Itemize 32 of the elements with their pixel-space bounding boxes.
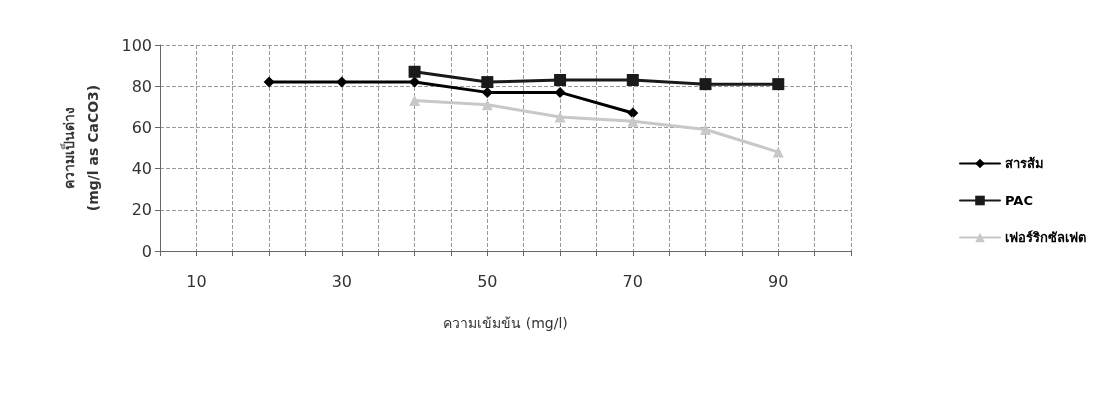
y-tick-label: 40	[131, 159, 152, 179]
y-tick-label: 80	[131, 76, 152, 96]
y-tick-label: 0	[141, 241, 152, 261]
point	[626, 74, 639, 87]
legend-label: เฟอร์ริกซัลเฟต	[1005, 230, 1086, 245]
legend-label: สารส้ม	[1005, 156, 1044, 171]
point	[627, 115, 639, 127]
y-tick-label: 60	[131, 117, 152, 137]
point	[627, 107, 639, 119]
y-axis-title: ความเป็นด่าง (mg/l as CaCO3)	[60, 84, 101, 212]
y-tick-label: 100	[121, 35, 152, 55]
x-tick-label: 10	[186, 271, 207, 291]
point	[263, 76, 275, 88]
point	[481, 76, 494, 89]
point	[772, 78, 785, 91]
x-tick-label: 90	[768, 271, 789, 291]
point	[336, 76, 348, 88]
legend-label: PAC	[1005, 193, 1033, 208]
x-tick-label: 30	[331, 271, 353, 291]
y-tick-label: 20	[131, 200, 152, 220]
point	[409, 76, 421, 88]
point	[409, 95, 421, 107]
point	[554, 74, 567, 87]
point	[772, 146, 784, 158]
x-tick-label: 70	[622, 271, 643, 291]
point	[481, 99, 493, 111]
x-tick-label: 50	[477, 271, 498, 291]
point	[700, 123, 712, 135]
x-axis-title: ความเข้มข้น (mg/l)	[443, 315, 568, 331]
point	[699, 78, 712, 91]
point	[554, 111, 566, 123]
point	[408, 65, 421, 78]
